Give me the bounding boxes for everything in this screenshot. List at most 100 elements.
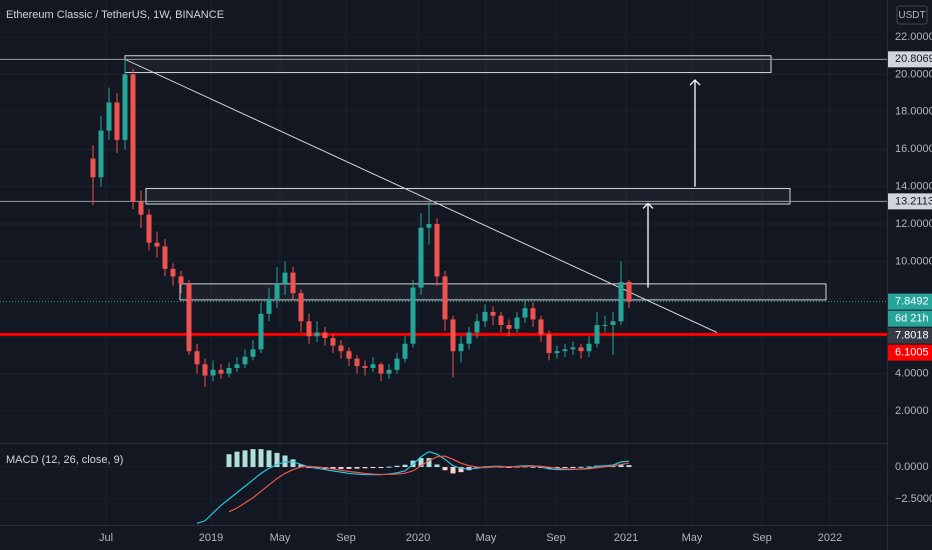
candle-body xyxy=(434,224,440,277)
currency[interactable]: USDT xyxy=(898,10,925,21)
x-tick-label: May xyxy=(476,532,497,544)
candle-body xyxy=(354,358,360,367)
candle-body xyxy=(266,298,272,314)
price-label: 6d 21h xyxy=(895,313,929,325)
y-tick-label: 20.0000 xyxy=(895,68,932,80)
histogram-bar xyxy=(234,451,240,468)
histogram-bar xyxy=(354,467,360,469)
axes: 2.00004.00006.00008.000010.000012.000014… xyxy=(99,31,932,544)
histogram-bar xyxy=(314,467,320,469)
histogram-bar xyxy=(362,467,368,469)
candle-body xyxy=(586,343,592,352)
histogram-bar xyxy=(226,454,232,468)
histogram-bar xyxy=(282,455,288,468)
candle-body xyxy=(186,283,192,352)
grid xyxy=(0,0,887,525)
histogram-bar xyxy=(258,449,264,468)
candle-body xyxy=(218,369,224,374)
histogram-bar xyxy=(418,458,424,468)
price-label-bg xyxy=(888,51,932,68)
histogram-bar xyxy=(266,450,272,468)
range-box xyxy=(145,187,791,205)
candle-body xyxy=(418,227,424,288)
candle-body xyxy=(554,351,560,354)
candle-body xyxy=(370,364,376,369)
histogram-bar xyxy=(458,467,464,473)
price-label-bg xyxy=(888,310,932,327)
candle-body xyxy=(626,281,632,302)
candle-body xyxy=(330,338,336,346)
candle-body xyxy=(522,308,528,318)
histogram-bar xyxy=(298,464,304,468)
candle-body xyxy=(306,321,312,337)
histogram-bar xyxy=(434,464,440,468)
indicator-pane xyxy=(196,449,632,524)
y-tick-label: 22.0000 xyxy=(895,31,932,43)
candle-body xyxy=(250,349,256,357)
y-tick-label: 14.0000 xyxy=(895,181,932,193)
x-tick-label: 2022 xyxy=(818,532,842,544)
price-label: 6.1005 xyxy=(895,347,929,359)
candle-body xyxy=(546,334,552,354)
candle-body xyxy=(498,315,504,326)
candle-body xyxy=(106,102,112,131)
indicator-line xyxy=(228,455,630,513)
candle-body xyxy=(226,368,232,374)
candle-body xyxy=(178,276,184,284)
candle-body xyxy=(298,293,304,322)
candle-body xyxy=(562,349,568,352)
price-label: 7.8018 xyxy=(895,330,929,342)
candle-body xyxy=(578,347,584,352)
histogram-bar xyxy=(274,452,280,468)
candle-body xyxy=(362,366,368,369)
price-label-bg xyxy=(888,327,932,344)
candle-body xyxy=(490,311,496,316)
y-tick-label: 10.0000 xyxy=(895,255,932,267)
histogram-bar xyxy=(402,464,408,468)
histogram-bar xyxy=(338,467,344,469)
range-box xyxy=(179,283,827,301)
indicator-line xyxy=(196,451,630,524)
candle-body xyxy=(322,332,328,339)
candle-body xyxy=(202,364,208,376)
histogram-bar xyxy=(554,467,560,469)
price-label-bg xyxy=(888,344,932,361)
candle-body xyxy=(234,364,240,369)
candle-body xyxy=(618,281,624,322)
y-tick-label: 18.0000 xyxy=(895,106,932,118)
candle-body xyxy=(514,317,520,329)
x-tick-label: 2020 xyxy=(406,532,430,544)
x-tick-label: Sep xyxy=(336,532,356,544)
candle-body xyxy=(130,74,136,202)
candle-body xyxy=(394,358,400,370)
y-tick-label: 2.0000 xyxy=(895,405,929,417)
trend-line xyxy=(124,58,718,333)
histogram-bar xyxy=(578,466,584,468)
candle-body xyxy=(90,158,96,178)
candle-body xyxy=(146,214,152,243)
histogram-bar xyxy=(250,449,256,468)
histogram-bar xyxy=(370,467,376,469)
candle-body xyxy=(346,351,352,359)
candle-body xyxy=(594,325,600,344)
histogram-bar xyxy=(330,467,336,469)
candle-body xyxy=(258,313,264,350)
currency-box[interactable] xyxy=(896,5,928,25)
candle-body xyxy=(610,321,616,326)
candle-body xyxy=(482,311,488,322)
candle-body xyxy=(570,347,576,350)
histogram-bar xyxy=(586,466,592,468)
candle-body xyxy=(506,325,512,329)
candle-body xyxy=(442,276,448,320)
price-label-bg xyxy=(888,293,932,310)
candle-body xyxy=(378,364,384,374)
candle-body xyxy=(386,369,392,374)
x-tick-label: Jul xyxy=(99,532,113,544)
candle-body xyxy=(530,308,536,320)
candle-body xyxy=(466,332,472,344)
histogram-bar xyxy=(242,450,248,468)
range-box xyxy=(124,55,772,74)
price-label: 7.8492 xyxy=(895,296,929,308)
x-tick-label: May xyxy=(270,532,291,544)
